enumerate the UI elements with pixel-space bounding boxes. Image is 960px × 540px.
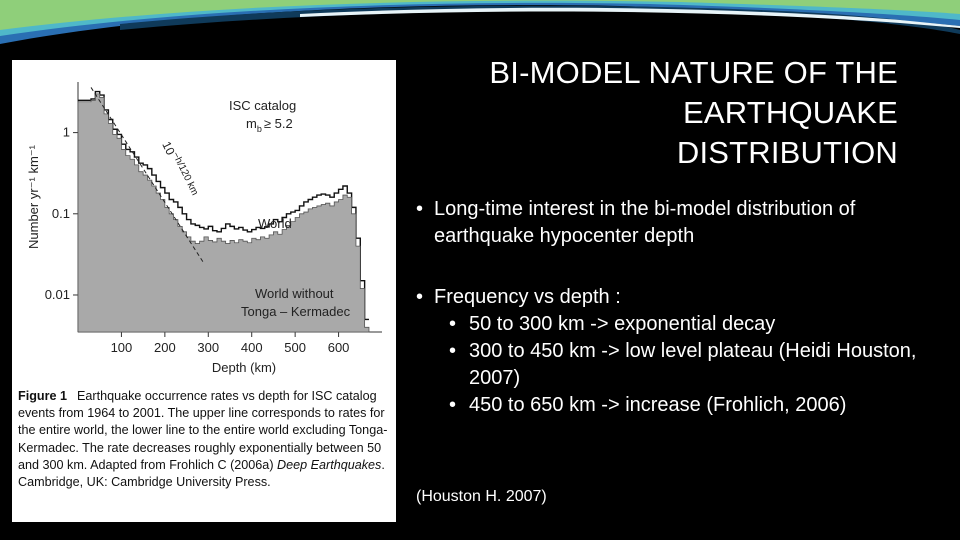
trend-base: 10 bbox=[159, 139, 178, 157]
sub-bullet-3: 450 to 650 km -> increase (Frohlich, 200… bbox=[449, 392, 936, 419]
sub-bullet-1: 50 to 300 km -> exponential decay bbox=[449, 311, 936, 338]
swoosh-band-teal bbox=[0, 0, 960, 36]
series-without-area bbox=[77, 93, 370, 333]
x-tick-label: 600 bbox=[328, 340, 350, 355]
catalog-sub: b bbox=[257, 124, 262, 134]
bullet-list: Long-time interest in the bi-model distr… bbox=[416, 196, 936, 419]
without-label-line2: Tonga – Kermadec bbox=[241, 304, 351, 319]
without-label-line1: World without bbox=[255, 286, 334, 301]
title-line-3: DISTRIBUTION bbox=[676, 135, 898, 170]
y-axis-label: Number yr⁻¹ km⁻¹ bbox=[26, 144, 41, 249]
bullet-1: Long-time interest in the bi-model distr… bbox=[416, 196, 936, 250]
world-label: World bbox=[258, 216, 292, 231]
reference-note: (Houston H. 2007) bbox=[416, 488, 547, 505]
caption-text: Earthquake occurrence rates vs depth for… bbox=[18, 389, 388, 472]
y-tick-label: 0.1 bbox=[52, 206, 70, 221]
x-tick-label: 400 bbox=[241, 340, 263, 355]
caption-book-title: Deep Earthquakes bbox=[277, 457, 382, 472]
catalog-annotation-line2: mb ≥ 5.2 bbox=[246, 116, 293, 134]
sub-bullet-2: 300 to 450 km -> low level plateau (Heid… bbox=[449, 338, 936, 392]
catalog-annotation-line1: ISC catalog bbox=[229, 98, 296, 113]
x-axis-label: Depth (km) bbox=[212, 360, 276, 375]
y-tick-label: 1 bbox=[63, 125, 70, 140]
swoosh-band-green bbox=[0, 0, 960, 30]
sub-bullet-list: 50 to 300 km -> exponential decay 300 to… bbox=[449, 311, 936, 419]
title-line-2: EARTHQUAKE bbox=[682, 95, 898, 130]
swoosh-band-white bbox=[300, 7, 960, 28]
caption-label: Figure 1 bbox=[18, 389, 67, 403]
x-tick-label: 100 bbox=[111, 340, 133, 355]
bullet-2: Frequency vs depth : bbox=[416, 284, 936, 311]
figure-caption: Figure 1 Earthquake occurrence rates vs d… bbox=[18, 388, 390, 491]
series-world-line bbox=[78, 90, 369, 321]
x-tick-label: 500 bbox=[284, 340, 306, 355]
title-line-1: BI-MODEL NATURE OF THE bbox=[489, 55, 898, 90]
x-tick-label: 300 bbox=[197, 340, 219, 355]
catalog-cond: ≥ 5.2 bbox=[264, 116, 293, 131]
trend-exponent: −h/120 km bbox=[170, 150, 200, 197]
depth-frequency-plot: 100 200 300 400 500 600 1 0.1 0.01 Depth (km) Numb… bbox=[26, 82, 382, 375]
decorative-swoosh bbox=[0, 0, 960, 44]
catalog-m: m bbox=[246, 116, 257, 131]
x-tick-label: 200 bbox=[154, 340, 176, 355]
slide-title: BI-MODEL NATURE OF THE EARTHQUAKE DISTRI… bbox=[378, 53, 898, 173]
y-tick-label: 0.01 bbox=[45, 287, 70, 302]
caption-tail: . Cambridge, UK: Cambridge University Pr… bbox=[18, 457, 385, 490]
figure-panel: 100 200 300 400 500 600 1 0.1 0.01 Depth (km) Numb… bbox=[12, 60, 396, 522]
